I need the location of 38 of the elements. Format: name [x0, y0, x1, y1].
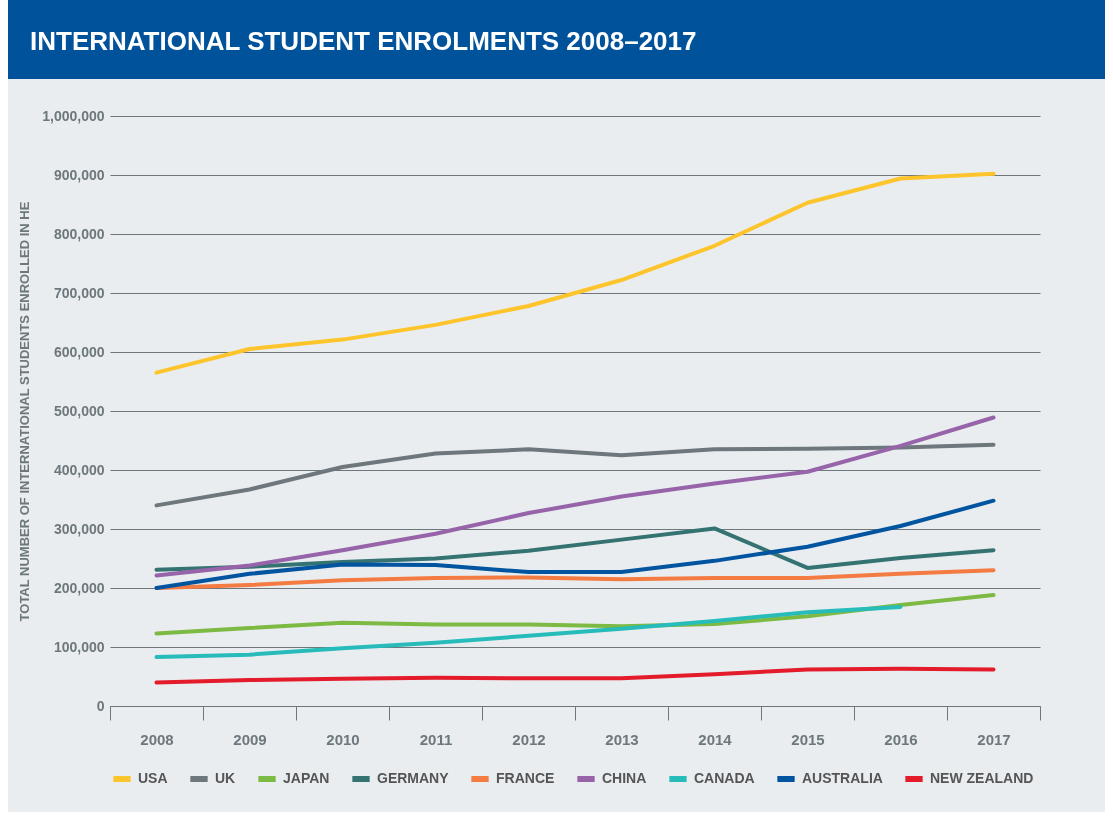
legend-label: GERMANY [377, 770, 450, 786]
line-series [154, 415, 996, 578]
line-series [154, 666, 996, 685]
x-tick-label: 2009 [233, 730, 267, 748]
legend-label: CANADA [694, 770, 755, 786]
legend-label: UK [215, 770, 236, 786]
x-tick-label: 2016 [884, 730, 918, 748]
legend-label: AUSTRALIA [802, 770, 883, 786]
x-tick-label: 2014 [698, 730, 733, 748]
y-tick-label: 900,000 [53, 166, 105, 183]
line-series [154, 171, 996, 375]
x-tick-label: 2015 [791, 730, 825, 748]
x-tick-label: 2008 [140, 730, 174, 748]
y-tick-label: 100,000 [53, 638, 105, 655]
y-tick-label: 500,000 [53, 402, 105, 419]
legend-label: NEW ZEALAND [930, 770, 1034, 786]
chart-title: INTERNATIONAL STUDENT ENROLMENTS 2008–2017 [8, 0, 1105, 79]
x-tick-label: 2010 [326, 730, 360, 748]
x-tick-label: 2012 [512, 730, 546, 748]
line-series [154, 498, 996, 590]
legend-label: USA [138, 770, 168, 786]
y-tick-label: 700,000 [53, 284, 105, 301]
x-tick-label: 2011 [419, 730, 453, 748]
y-tick-label: 200,000 [53, 579, 105, 596]
y-axis-title: TOTAL NUMBER OF INTERNATIONAL STUDENTS ENROLLED IN HE [17, 201, 33, 622]
y-tick-label: 800,000 [53, 225, 105, 242]
y-tick-label: 300,000 [53, 520, 105, 537]
y-tick-label: 600,000 [53, 343, 105, 360]
line-series [154, 604, 903, 660]
x-tick-label: 2017 [977, 730, 1011, 748]
x-tick-label: 2013 [605, 730, 639, 748]
y-tick-label: 0 [96, 697, 105, 714]
line-series [154, 526, 996, 572]
legend-label: FRANCE [496, 770, 555, 786]
y-tick-label: 1,000,000 [42, 107, 105, 124]
y-tick-label: 400,000 [53, 461, 105, 478]
legend-label: JAPAN [283, 770, 330, 786]
legend-label: CHINA [602, 770, 647, 786]
